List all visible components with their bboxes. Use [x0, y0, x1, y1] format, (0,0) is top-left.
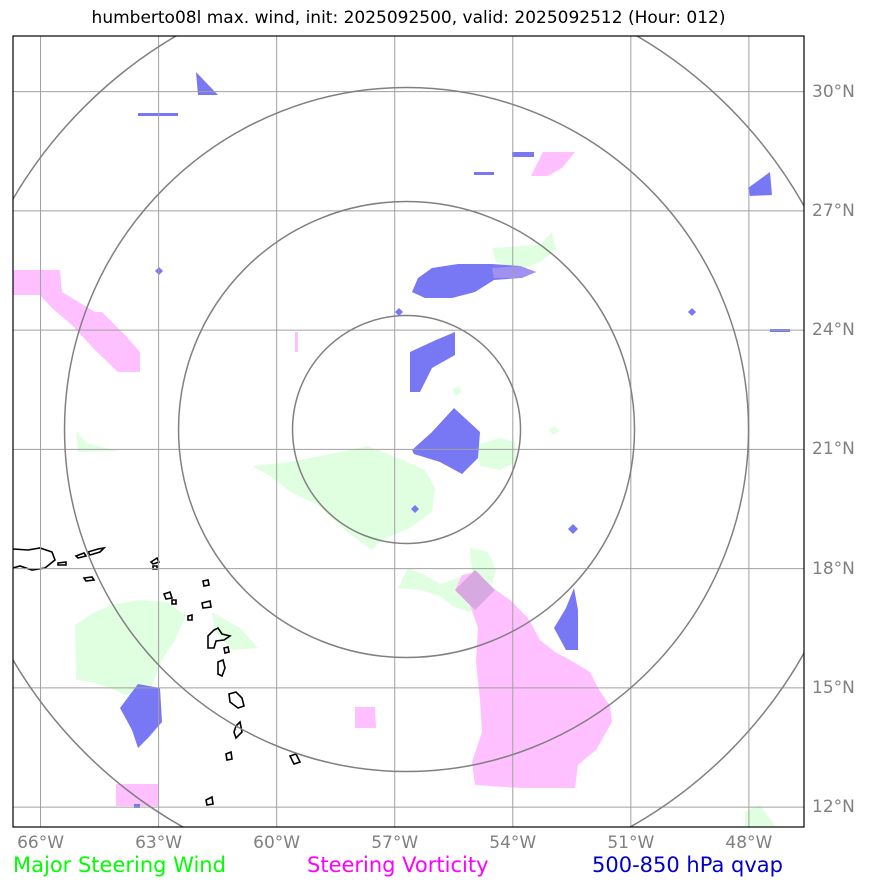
qvap-region: [138, 113, 178, 116]
lon-tick-label: 66°W: [17, 833, 65, 853]
legend-wind: Major Steering Wind: [13, 853, 226, 877]
lon-tick-label: 51°W: [607, 833, 655, 853]
qvap-region: [411, 505, 419, 513]
coastline: [288, 753, 302, 765]
qvap-region: [410, 332, 455, 392]
steering-wind-layer: [75, 232, 775, 826]
coastline: [171, 599, 177, 605]
legend-qvap: 500-850 hPa qvap: [592, 853, 783, 877]
map-title: humberto08l max. wind, init: 2025092500,…: [91, 8, 726, 28]
qvap-region: [512, 152, 534, 157]
wind-region: [452, 386, 462, 396]
coastline: [201, 600, 212, 609]
overlap-region: [492, 266, 536, 278]
wind-region: [75, 600, 186, 695]
vorticity-region: [355, 707, 376, 728]
steering-vorticity-layer: [13, 152, 612, 806]
qvap-layer: [120, 72, 790, 808]
coastline: [187, 613, 193, 621]
graticule: [13, 36, 804, 827]
lat-tick-label: 21°N: [812, 439, 855, 460]
coastline: [217, 658, 226, 678]
wind-region: [252, 446, 435, 550]
vorticity-region: [13, 270, 140, 372]
coastline: [207, 626, 232, 649]
lon-tick-label: 60°W: [253, 833, 301, 853]
coastline: [13, 547, 56, 571]
coastline: [86, 546, 107, 556]
wind-region: [212, 612, 258, 650]
lat-tick-label: 27°N: [812, 200, 855, 221]
coastline: [228, 691, 245, 709]
lat-tick-label: 18°N: [812, 558, 855, 579]
coastline: [233, 720, 243, 740]
lat-tick-label: 24°N: [812, 320, 855, 341]
lon-tick-label: 48°W: [725, 833, 773, 853]
vorticity-region: [531, 152, 575, 176]
qvap-region: [474, 172, 494, 175]
coastline: [225, 750, 233, 761]
wind-region: [745, 805, 775, 826]
coastline: [57, 561, 67, 566]
vorticity-region: [455, 572, 612, 788]
overlap-region: [455, 570, 495, 610]
coastline: [162, 590, 174, 600]
range-ring: [291, 314, 522, 545]
coastline: [223, 646, 230, 654]
lat-tick-label: 12°N: [812, 797, 855, 818]
qvap-region: [568, 524, 578, 534]
qvap-region: [196, 72, 218, 95]
coastline: [82, 576, 96, 582]
wind-region: [492, 232, 556, 270]
legend-vorticity: Steering Vorticity: [307, 853, 489, 877]
wind-region: [476, 438, 517, 470]
qvap-region: [748, 172, 772, 196]
lat-tick-label: 30°N: [812, 81, 855, 102]
coastline: [205, 795, 214, 806]
vorticity-region: [116, 784, 158, 806]
lon-tick-label: 63°W: [135, 833, 183, 853]
coastline: [74, 552, 88, 559]
qvap-region: [395, 308, 403, 316]
coastlines: [13, 546, 302, 806]
lat-tick-label: 15°N: [812, 677, 855, 698]
range-ring: [177, 200, 636, 659]
qvap-region: [412, 408, 480, 474]
qvap-region: [120, 684, 162, 748]
lon-tick-label: 57°W: [371, 833, 419, 853]
wind-region: [549, 426, 559, 435]
vorticity-region: [295, 332, 298, 352]
qvap-region: [688, 308, 696, 316]
map-frame: [12, 35, 805, 828]
range-ring: [63, 86, 750, 773]
wind-region: [76, 432, 120, 452]
qvap-region: [554, 588, 578, 650]
coastline: [202, 579, 210, 587]
coastline: [149, 556, 161, 565]
lon-tick-label: 54°W: [489, 833, 537, 853]
